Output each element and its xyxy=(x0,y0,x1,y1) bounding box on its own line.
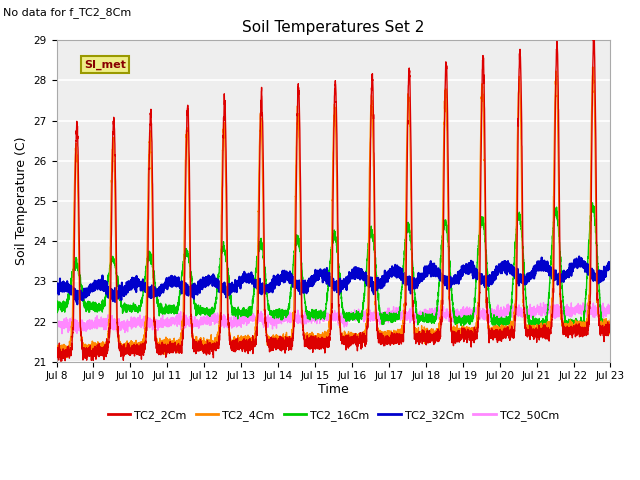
Legend: TC2_2Cm, TC2_4Cm, TC2_16Cm, TC2_32Cm, TC2_50Cm: TC2_2Cm, TC2_4Cm, TC2_16Cm, TC2_32Cm, TC… xyxy=(103,406,564,426)
Title: Soil Temperatures Set 2: Soil Temperatures Set 2 xyxy=(243,20,425,35)
Y-axis label: Soil Temperature (C): Soil Temperature (C) xyxy=(15,137,28,265)
Text: No data for f_TC2_8Cm: No data for f_TC2_8Cm xyxy=(3,7,131,18)
X-axis label: Time: Time xyxy=(318,383,349,396)
Text: SI_met: SI_met xyxy=(84,60,126,70)
